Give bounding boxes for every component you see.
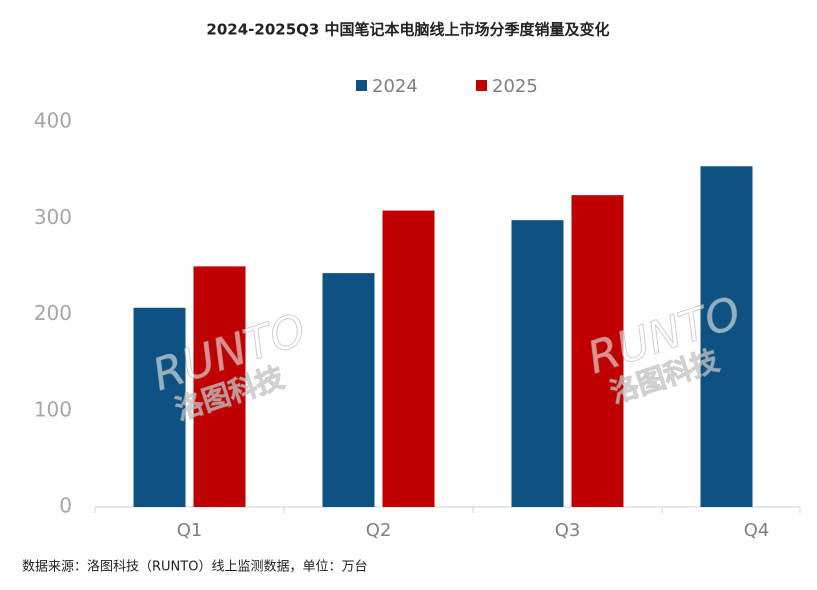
y-tick-label: 300 [34,205,72,229]
legend-label: 2024 [372,76,418,97]
x-tick-label: Q1 [177,520,203,541]
chart-title: 2024-2025Q3 中国笔记本电脑线上市场分季度销量及变化 [206,21,609,39]
y-tick-label: 200 [34,301,72,325]
legend-swatch [476,80,487,91]
bar [511,220,564,508]
bar [193,266,246,507]
legend-swatch [356,80,367,91]
y-tick-label: 400 [34,109,72,133]
bar [382,210,435,508]
x-tick-label: Q3 [555,520,581,541]
x-tick-label: Q4 [744,520,770,541]
x-tick-label: Q2 [366,520,392,541]
bar [322,273,375,507]
source-note: 数据来源：洛图科技（RUNTO）线上监测数据，单位：万台 [22,560,367,575]
y-tick-label: 100 [34,397,72,421]
legend-label: 2025 [492,76,538,97]
bar [700,166,753,507]
bar [571,195,624,507]
bar [133,307,186,507]
y-tick-label: 0 [59,494,72,518]
